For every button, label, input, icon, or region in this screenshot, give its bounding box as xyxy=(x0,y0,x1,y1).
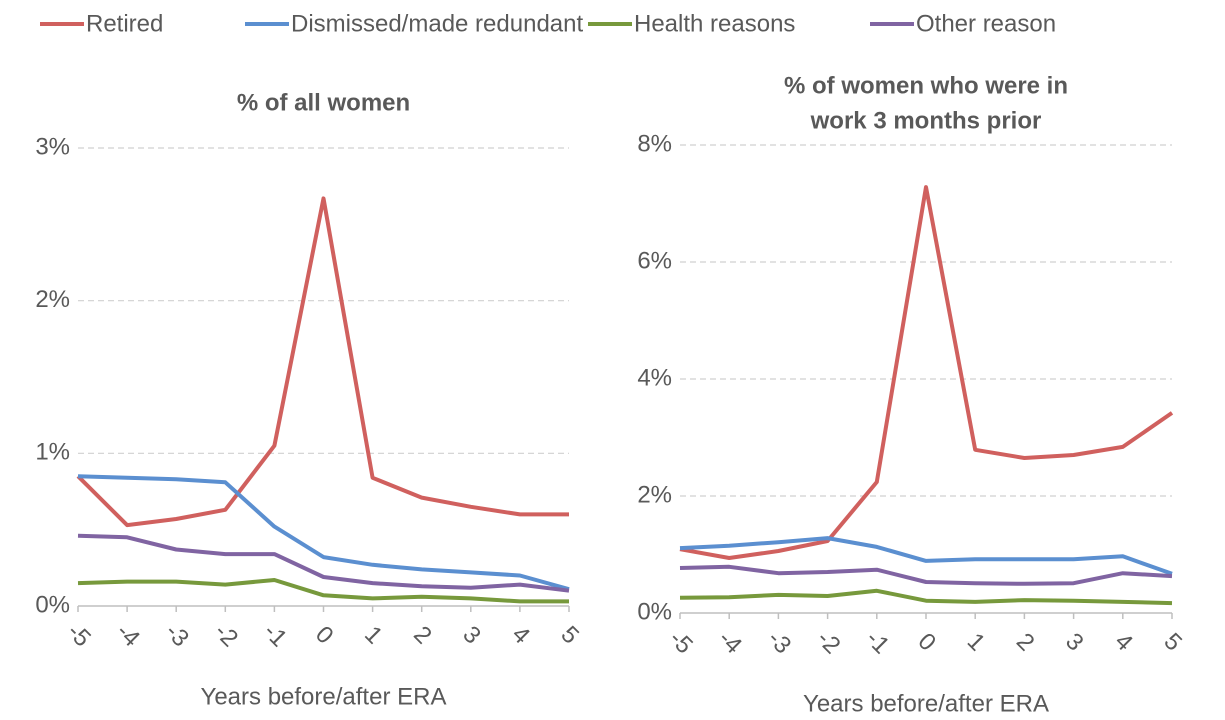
x-tick-label: -2 xyxy=(209,618,243,652)
x-tick-label: 5 xyxy=(556,621,585,650)
x-tick-label: -1 xyxy=(258,618,292,652)
y-tick-label: 3% xyxy=(35,133,70,160)
x-tick-label: -5 xyxy=(62,618,96,652)
line-series xyxy=(679,185,1174,560)
legend-label: Other reason xyxy=(916,10,1056,37)
line-series xyxy=(77,474,570,592)
x-tick-label: 2 xyxy=(1011,628,1040,657)
x-tick-label: -3 xyxy=(160,618,194,652)
x-tick-label: -3 xyxy=(762,625,796,659)
x-tick-label: -4 xyxy=(111,618,145,652)
x-tick-label: 1 xyxy=(962,628,991,657)
y-tick-label: 6% xyxy=(637,247,672,274)
x-tick-label: 2 xyxy=(408,621,437,650)
y-tick-label: 1% xyxy=(35,439,70,466)
x-tick-label: -1 xyxy=(861,625,895,659)
x-tick-label: -2 xyxy=(811,625,845,659)
y-tick-label: 2% xyxy=(35,286,70,313)
legend-label: Retired xyxy=(86,10,163,37)
y-tick-label: 2% xyxy=(637,481,672,508)
x-axis-label: Years before/after ERA xyxy=(803,690,1049,717)
x-tick-label: 5 xyxy=(1159,628,1188,657)
line-series xyxy=(679,536,1173,576)
chart-title: % of women who were in xyxy=(784,72,1068,99)
x-tick-label: -5 xyxy=(664,625,698,659)
line-series xyxy=(77,578,569,604)
y-tick-label: 8% xyxy=(637,130,672,157)
line-series xyxy=(77,533,570,593)
x-tick-label: 0 xyxy=(913,628,942,657)
x-tick-label: 4 xyxy=(1109,628,1138,657)
x-tick-label: -4 xyxy=(713,625,747,659)
line-series xyxy=(679,588,1173,606)
x-tick-label: 3 xyxy=(457,621,486,650)
x-tick-label: 3 xyxy=(1060,628,1089,657)
y-tick-label: 0% xyxy=(35,591,70,618)
line-series xyxy=(679,564,1173,586)
y-tick-label: 0% xyxy=(637,598,672,625)
line-series xyxy=(76,196,569,528)
x-tick-label: 0 xyxy=(310,621,339,650)
x-tick-label: 4 xyxy=(506,621,535,650)
x-axis-label: Years before/after ERA xyxy=(201,683,447,710)
y-tick-label: 4% xyxy=(637,364,672,391)
chart-title: work 3 months prior xyxy=(810,107,1042,134)
legend-label: Health reasons xyxy=(634,10,795,37)
chart-title: % of all women xyxy=(237,89,410,116)
legend-label: Dismissed/made redundant xyxy=(291,10,583,37)
x-tick-label: 1 xyxy=(359,621,388,650)
